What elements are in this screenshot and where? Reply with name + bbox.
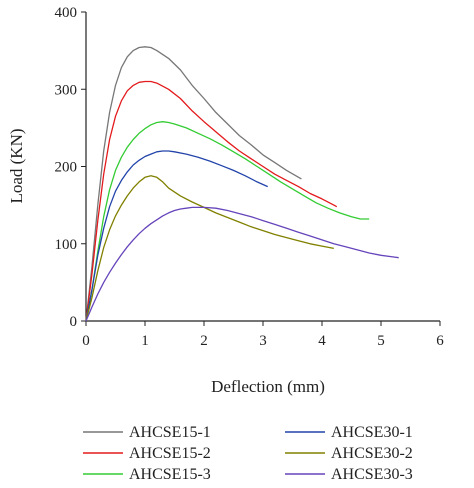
axes — [81, 11, 441, 326]
y-tick-label: 100 — [55, 237, 78, 253]
y-tick-label: 400 — [55, 5, 78, 21]
tick-labels: 0 1 2 3 4 5 6 0 100 200 300 400 — [55, 5, 445, 349]
y-tick-label: 300 — [55, 82, 78, 98]
series-lines — [85, 46, 399, 322]
legend-label: AHCSE30-2 — [331, 445, 413, 462]
y-tick-label: 200 — [55, 160, 78, 176]
legend-label: AHCSE15-2 — [129, 445, 211, 462]
x-tick-label: 1 — [141, 333, 149, 349]
x-tick-label: 0 — [82, 333, 90, 349]
x-tick-label: 4 — [318, 333, 326, 349]
x-tick-label: 5 — [377, 333, 385, 349]
series-line-ahcse15-3 — [85, 121, 370, 322]
legend: AHCSE15-1 AHCSE15-2 AHCSE15-3 AHCSE30-1 AHCS… — [83, 424, 413, 483]
x-tick-label: 6 — [436, 333, 444, 349]
series-line-ahcse15-2 — [85, 80, 338, 322]
legend-label: AHCSE15-3 — [129, 466, 211, 483]
x-tick-label: 3 — [259, 333, 267, 349]
x-tick-label: 2 — [200, 333, 208, 349]
series-line-ahcse30-2 — [85, 175, 334, 322]
y-axis-title: Load (KN) — [7, 128, 26, 203]
legend-label: AHCSE30-3 — [331, 466, 413, 483]
x-axis-title: Deflection (mm) — [211, 377, 325, 396]
y-tick-label: 0 — [70, 314, 78, 330]
series-line-ahcse30-1 — [85, 150, 268, 322]
series-line-ahcse30-3 — [85, 206, 399, 322]
series-line-ahcse15-1 — [85, 46, 302, 322]
legend-label: AHCSE30-1 — [331, 424, 413, 441]
legend-label: AHCSE15-1 — [129, 424, 211, 441]
